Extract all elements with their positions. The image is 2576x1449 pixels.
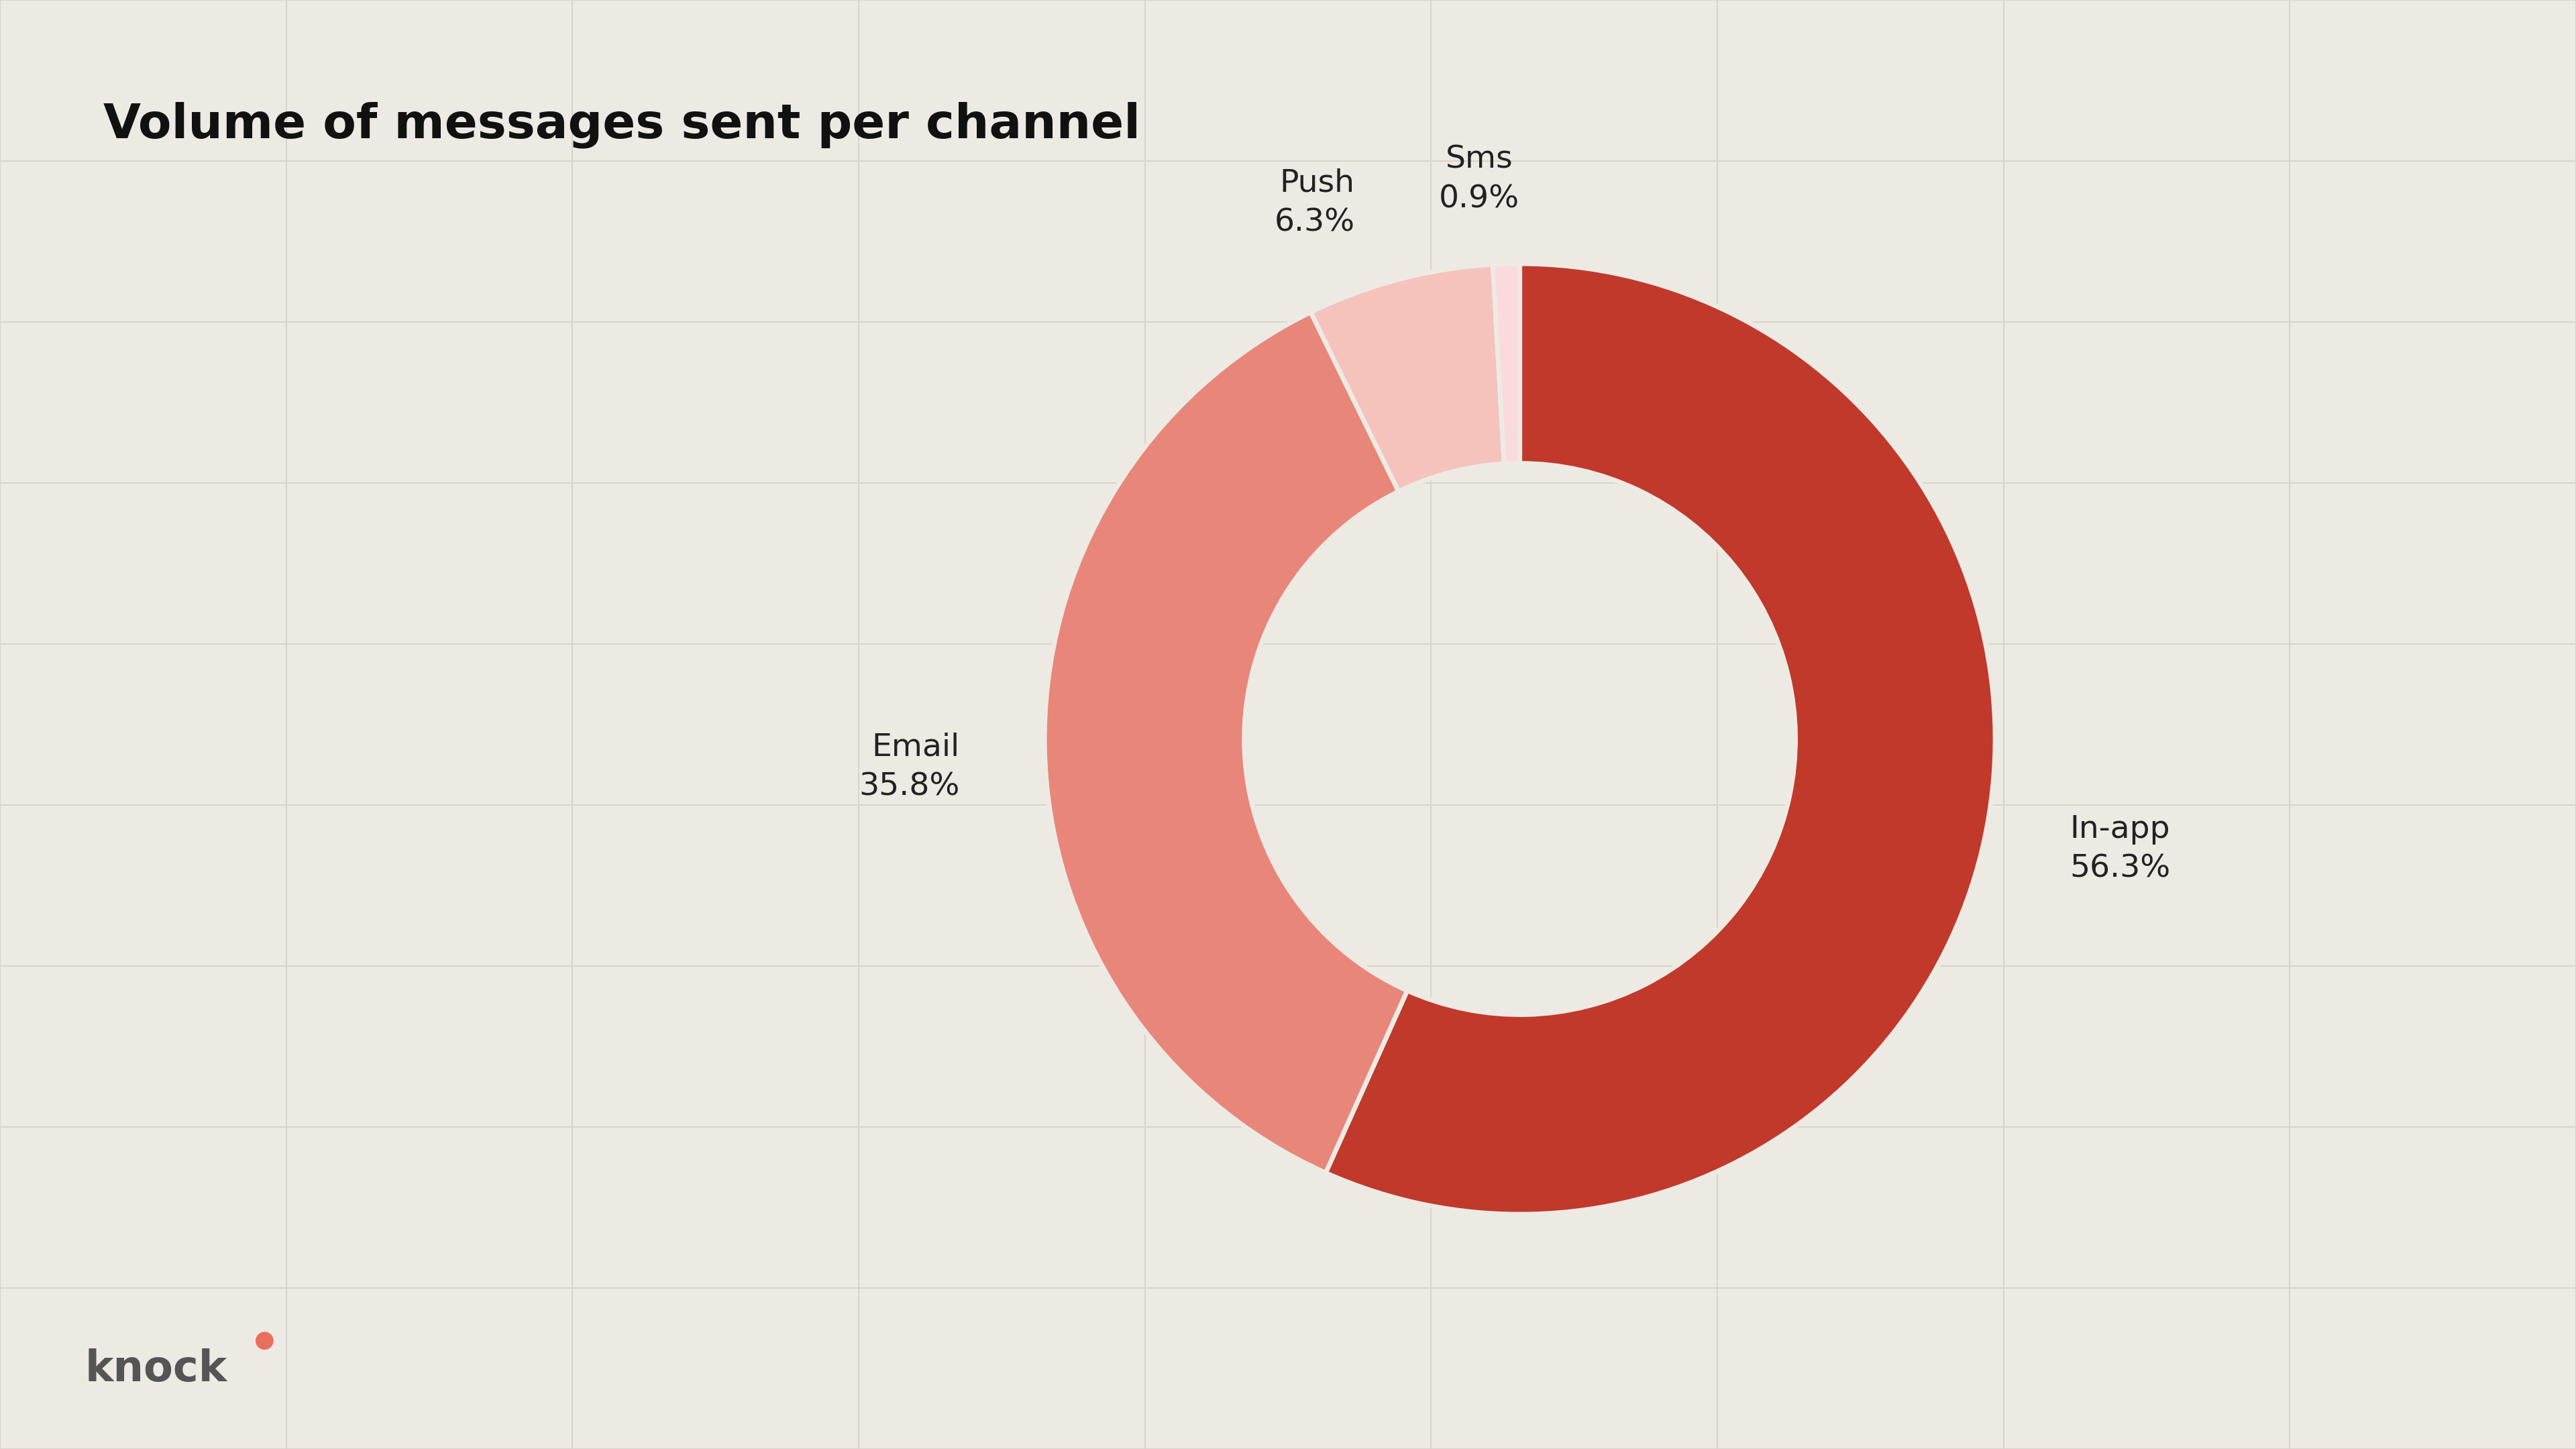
Text: ●: ● — [255, 1329, 273, 1352]
Text: Email
35.8%: Email 35.8% — [858, 732, 961, 803]
Wedge shape — [1327, 264, 1994, 1214]
Text: Sms
0.9%: Sms 0.9% — [1440, 145, 1520, 214]
Text: knock: knock — [85, 1349, 227, 1390]
Text: Volume of messages sent per channel: Volume of messages sent per channel — [103, 101, 1141, 148]
Wedge shape — [1046, 312, 1406, 1172]
Text: Push
6.3%: Push 6.3% — [1275, 168, 1355, 238]
Wedge shape — [1492, 264, 1520, 464]
Wedge shape — [1311, 265, 1504, 491]
Text: In-app
56.3%: In-app 56.3% — [2069, 814, 2172, 884]
